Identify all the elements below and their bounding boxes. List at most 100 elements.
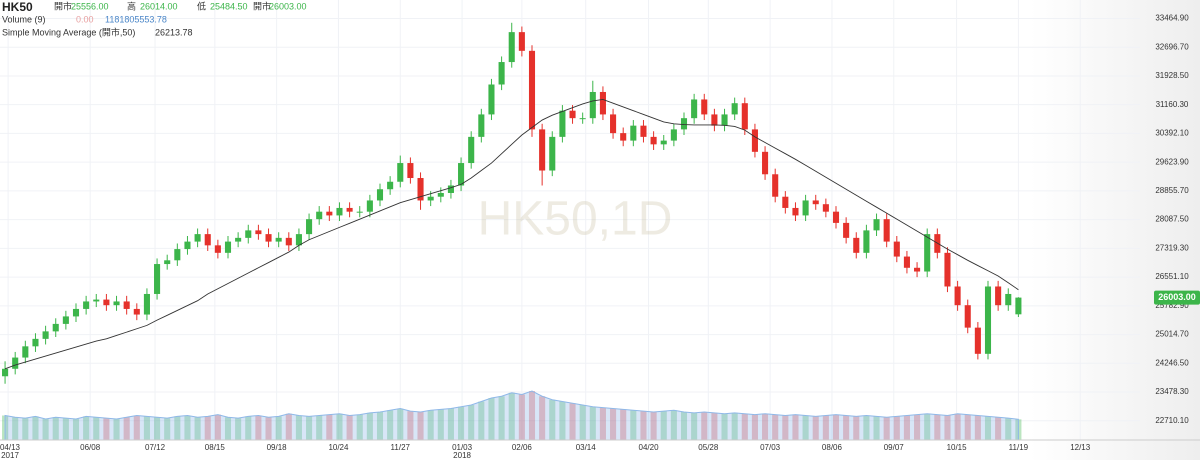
candle-body — [285, 237, 292, 246]
candle-body — [346, 207, 353, 212]
volume-bar — [620, 409, 627, 440]
candle-body — [133, 308, 140, 315]
candle-body — [691, 99, 698, 119]
volume-bar — [336, 413, 343, 440]
volume-bar — [518, 394, 525, 440]
volume-bar — [610, 408, 617, 440]
candle-body — [478, 114, 485, 137]
volume-bar — [802, 415, 809, 440]
candle-body — [447, 185, 454, 193]
volume-bar — [883, 417, 890, 440]
volume-bar — [934, 414, 941, 440]
candle-body — [83, 301, 90, 309]
volume-bar — [275, 416, 282, 440]
volume-bar — [772, 414, 779, 440]
volume-bar — [235, 418, 242, 440]
volume-bar — [751, 414, 758, 440]
candle-body — [295, 234, 302, 246]
volume-bar — [397, 408, 404, 440]
volume-bar — [22, 418, 29, 440]
quote-value: 26014.00 — [140, 1, 178, 11]
y-tick-label: 28087.50 — [1155, 215, 1189, 224]
candle-body — [599, 91, 606, 115]
volume-bar — [782, 415, 789, 440]
x-tick-label: 01/03 — [452, 443, 473, 452]
x-tick-label: 04/20 — [639, 443, 660, 452]
candle-body — [762, 151, 769, 175]
volume-bar — [447, 408, 454, 440]
volume-bar — [72, 419, 80, 440]
volume-bar — [528, 391, 536, 440]
year-label: 2017 — [1, 451, 19, 460]
candle-body — [528, 50, 536, 130]
candle-body — [407, 163, 414, 179]
candle-body — [245, 230, 252, 238]
volume-bar — [488, 398, 495, 440]
volume-bar — [316, 415, 323, 440]
x-tick-label: 09/07 — [884, 443, 905, 452]
candle-body — [964, 305, 971, 328]
x-tick-label: 10/24 — [328, 443, 349, 452]
candle-body — [873, 219, 880, 231]
candle-body — [255, 230, 262, 235]
candle-body — [903, 256, 910, 268]
candle-body — [984, 286, 992, 354]
candle-body — [751, 129, 758, 152]
volume-bar — [42, 419, 49, 440]
volume — [2, 390, 1022, 441]
volume-bar — [1005, 418, 1012, 440]
volume-bar — [164, 418, 171, 440]
volume-bar — [924, 413, 931, 440]
candle-body — [883, 219, 890, 242]
candle-body — [893, 241, 900, 257]
candle-body — [12, 357, 19, 369]
x-tick-label: 03/14 — [576, 443, 597, 452]
candle-body — [792, 207, 799, 216]
volume-bar — [326, 414, 333, 440]
candle-body — [589, 91, 596, 119]
volume-bar — [12, 417, 19, 440]
candle-body — [204, 234, 211, 246]
volume-reading: 0.00 — [76, 14, 94, 24]
candle-body — [620, 133, 627, 141]
candle-body — [387, 181, 394, 190]
y-tick-label: 25782.90 — [1155, 301, 1189, 310]
volume-bar — [741, 413, 748, 440]
candle-body — [579, 118, 586, 120]
quote-value: 26003.00 — [269, 1, 307, 11]
volume-bar — [285, 413, 292, 440]
x-tick-label: 11/19 — [1009, 443, 1029, 452]
candle-body — [397, 163, 404, 182]
y-tick-label: 22710.10 — [1155, 416, 1189, 425]
volume-bar — [731, 412, 738, 440]
candle-body — [569, 110, 576, 119]
candle-body — [336, 207, 343, 216]
volume-bar — [83, 416, 90, 440]
volume-bar — [893, 416, 900, 440]
candle-body — [164, 260, 171, 265]
volume-bar — [701, 412, 708, 440]
volume-bar — [214, 414, 221, 440]
x-tick-label: 07/03 — [760, 443, 781, 452]
volume-bar — [974, 415, 981, 440]
candle-body — [812, 200, 819, 205]
volume-bar — [903, 415, 910, 440]
candle-body — [437, 192, 444, 197]
volume-bar — [721, 413, 728, 440]
volume-bar — [194, 417, 201, 440]
candle-body — [468, 136, 475, 164]
candle-body — [184, 241, 191, 250]
volume-bar — [265, 417, 272, 440]
volume-bar — [103, 418, 110, 440]
volume-bar — [356, 414, 363, 440]
candle-body — [680, 118, 688, 130]
volume-bar — [549, 399, 556, 440]
y-tick-label: 24246.50 — [1155, 358, 1189, 367]
candle-body — [113, 301, 120, 306]
candle-body — [954, 286, 961, 306]
volume-bar — [255, 415, 262, 440]
symbol: HK50 — [2, 0, 33, 14]
volume-bar — [822, 415, 829, 440]
candle-body — [235, 237, 242, 242]
